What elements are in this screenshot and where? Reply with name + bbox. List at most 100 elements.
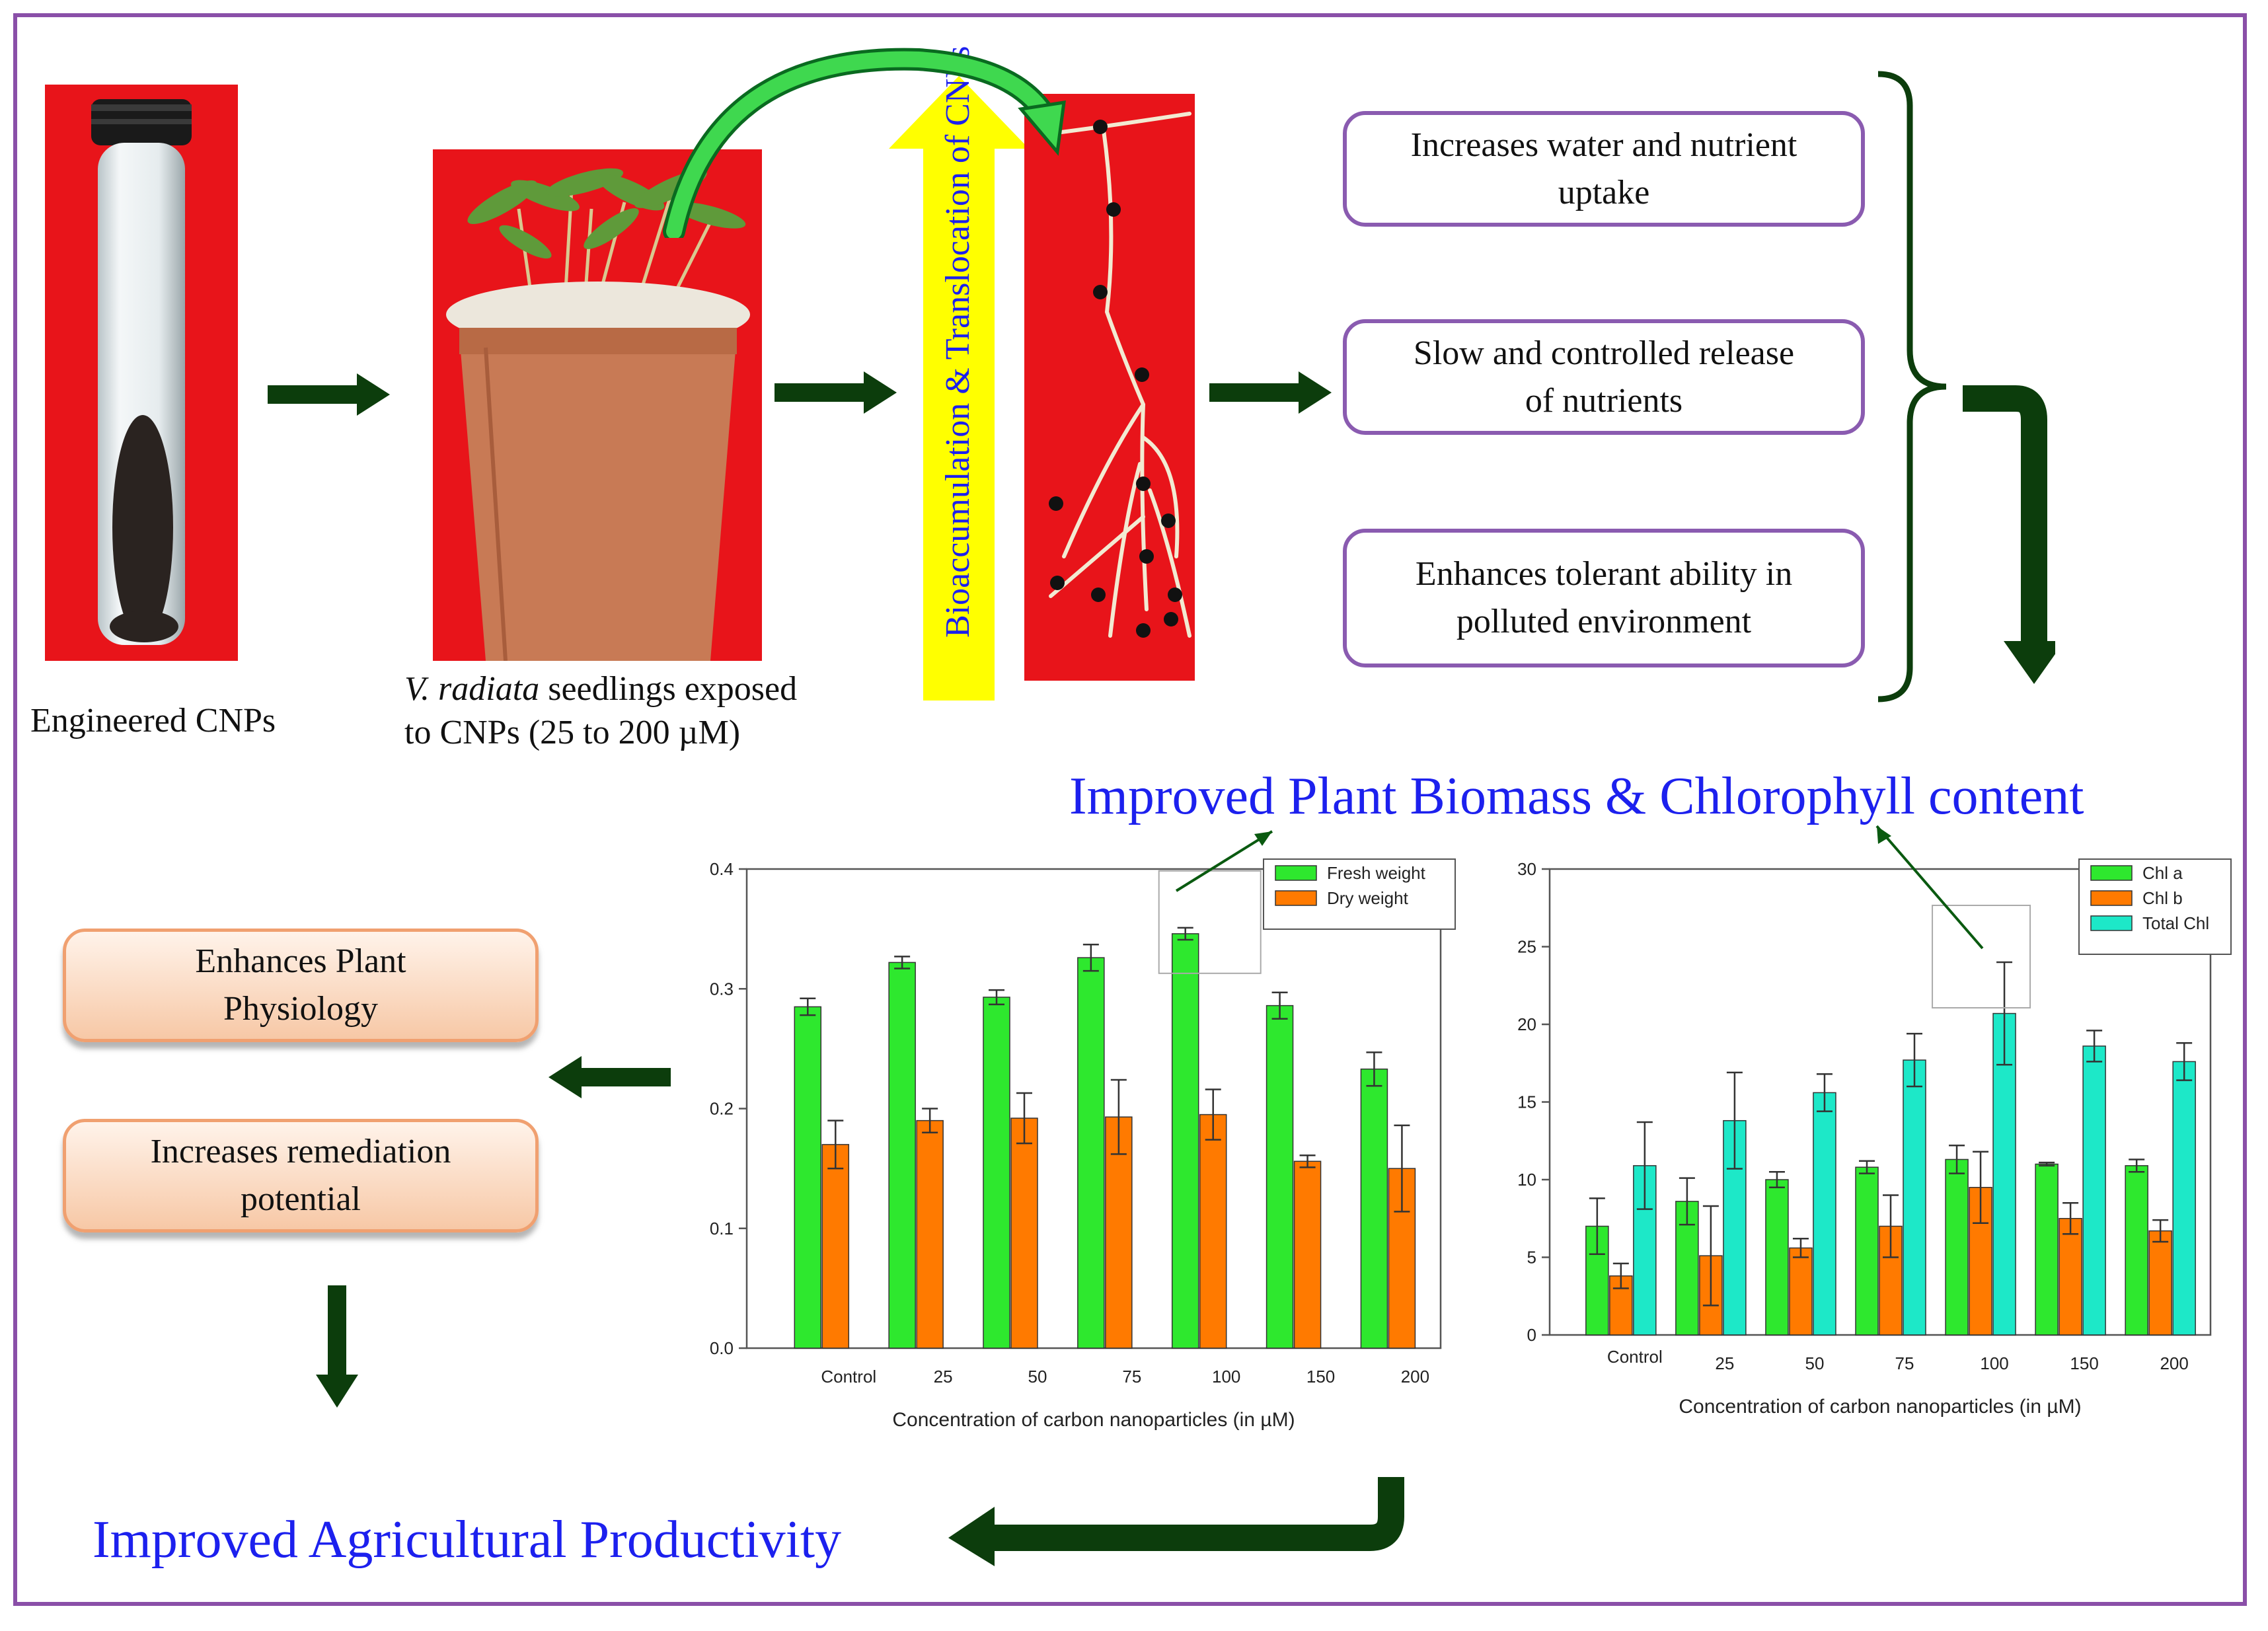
right-arrow-icon [268, 373, 390, 416]
species-name: V. radiata [404, 670, 540, 708]
bar [1266, 1005, 1294, 1349]
y-tick-label: 0.3 [710, 979, 734, 999]
bar [2125, 1165, 2148, 1336]
chlorophyll-chart: 0 5 10 15 20 25 30 Control 25 50 75 100 150 200 Concen… [1480, 846, 2247, 1454]
effect-line: Increases remediation [150, 1133, 451, 1170]
bar [916, 1119, 944, 1349]
x-tick-label: Control [1607, 1347, 1663, 1367]
effect-box-physiology: Enhances Plant Physiology [63, 929, 539, 1042]
legend-label: Dry weight [1327, 888, 1409, 908]
curved-arrow-icon [663, 48, 1066, 238]
x-tick-label: 150 [2070, 1353, 2098, 1373]
legend-swatch [2090, 865, 2133, 881]
x-axis-label: Concentration of carbon nanoparticles (i… [892, 1409, 1295, 1431]
vial-icon [91, 99, 192, 645]
y-tick-label: 0.2 [710, 1099, 734, 1119]
chlorophyll-chart-svg: 0 5 10 15 20 25 30 Control 25 50 75 100 150 200 Concen… [1517, 858, 2232, 1418]
legend-label: Fresh weight [1327, 863, 1426, 883]
y-tick-label: 0.4 [710, 859, 734, 879]
bar [2082, 1045, 2106, 1336]
bar [1903, 1059, 1926, 1336]
bar [2148, 1230, 2172, 1336]
y-tick-label: 10 [1517, 1170, 1536, 1190]
bar [2059, 1218, 2082, 1336]
y-tick-label: 20 [1517, 1014, 1536, 1034]
bar [1765, 1179, 1789, 1336]
seedling-caption-line1: V. radiata seedlings exposed [404, 667, 797, 711]
x-tick-label: 200 [2160, 1353, 2188, 1373]
biomass-chart: 0.0 0.1 0.2 0.3 0.4 Control 25 50 75 100 150 200 Con… [661, 846, 1480, 1454]
benefit-box-tolerance: Enhances tolerant ability in polluted env… [1343, 529, 1865, 667]
bar [794, 1006, 822, 1349]
x-tick-label: 100 [1212, 1367, 1240, 1386]
x-tick-label: 200 [1401, 1367, 1429, 1386]
y-tick-label: 15 [1517, 1092, 1536, 1112]
bar [1360, 1068, 1388, 1349]
bar [983, 997, 1010, 1349]
bar [1789, 1247, 1813, 1336]
bar [1105, 1116, 1133, 1349]
bar [1855, 1166, 1879, 1336]
x-tick-label: 25 [1715, 1353, 1734, 1373]
x-axis-label: Concentration of carbon nanoparticles (i… [1679, 1396, 2081, 1418]
root-icon [1049, 112, 1191, 638]
right-arrow-icon [775, 371, 897, 414]
x-tick-label: 75 [1122, 1367, 1141, 1386]
bent-down-arrow-icon [1963, 385, 2055, 684]
bent-left-arrow-icon [948, 1477, 1404, 1566]
up-arrow-icon [889, 76, 1029, 701]
bar [2035, 1163, 2059, 1336]
x-tick-label: Control [821, 1367, 876, 1386]
y-tick-label: 0.1 [710, 1219, 734, 1238]
bar [1171, 933, 1199, 1349]
bar [1010, 1118, 1038, 1349]
bar [821, 1144, 850, 1349]
y-tick-label: 25 [1517, 937, 1536, 957]
curly-brace-icon [1877, 71, 1947, 702]
x-tick-label: 100 [1980, 1353, 2008, 1373]
legend-swatch [2090, 890, 2133, 906]
effect-line: Physiology [223, 990, 379, 1028]
x-tick-label: 50 [1028, 1367, 1047, 1386]
legend-label: Chl b [2142, 888, 2183, 908]
right-arrow-icon [1209, 371, 1332, 414]
legend-label: Total Chl [2142, 913, 2209, 933]
effect-line: Enhances Plant [195, 942, 406, 980]
benefit-box-water-uptake: Increases water and nutrient uptake [1343, 111, 1865, 227]
seedling-caption-text: seedlings exposed [539, 670, 798, 708]
y-tick-label: 0.0 [710, 1338, 734, 1358]
productivity-heading: Improved Agricultural Productivity [93, 1511, 842, 1569]
benefit-line: Slow and controlled release [1413, 334, 1795, 372]
effect-box-remediation: Increases remediation potential [63, 1119, 539, 1233]
x-tick-label: 150 [1306, 1367, 1335, 1386]
x-tick-label: 25 [934, 1367, 953, 1386]
benefit-line: Increases water and nutrient [1410, 126, 1797, 164]
seedling-caption: V. radiata seedlings exposed to CNPs (25… [404, 667, 797, 755]
legend-swatch [2090, 915, 2133, 931]
bar [888, 962, 916, 1349]
biomass-heading: Improved Plant Biomass & Chlorophyll con… [1069, 767, 2084, 825]
benefit-line: Enhances tolerant ability in [1415, 555, 1793, 593]
potted-seedlings-icon [446, 168, 750, 661]
effect-line: potential [241, 1180, 361, 1218]
y-tick-label: 0 [1527, 1325, 1536, 1345]
legend-label: Chl a [2142, 863, 2183, 883]
legend-swatch [1275, 890, 1317, 906]
figure-frame [13, 13, 2247, 1606]
x-tick-label: 50 [1805, 1353, 1824, 1373]
left-arrow-icon [548, 1056, 671, 1098]
down-arrow-icon [316, 1285, 358, 1408]
legend-swatch [1275, 865, 1317, 881]
y-tick-label: 30 [1517, 859, 1536, 879]
bar [1945, 1158, 1969, 1336]
benefit-line: polluted environment [1456, 603, 1752, 640]
highlight-box [1932, 905, 2031, 1008]
root-photo [1024, 94, 1195, 681]
bar [1813, 1092, 1836, 1336]
cnp-caption: Engineered CNPs [30, 702, 276, 740]
seedlings-photo [433, 149, 762, 661]
bar [2172, 1061, 2196, 1336]
bar [1077, 957, 1105, 1349]
seedling-caption-line2: to CNPs (25 to 200 µM) [404, 714, 741, 751]
cnp-vial-photo [45, 85, 238, 661]
